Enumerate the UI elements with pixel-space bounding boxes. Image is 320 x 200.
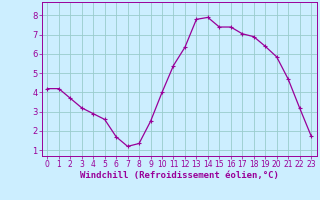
X-axis label: Windchill (Refroidissement éolien,°C): Windchill (Refroidissement éolien,°C): [80, 171, 279, 180]
